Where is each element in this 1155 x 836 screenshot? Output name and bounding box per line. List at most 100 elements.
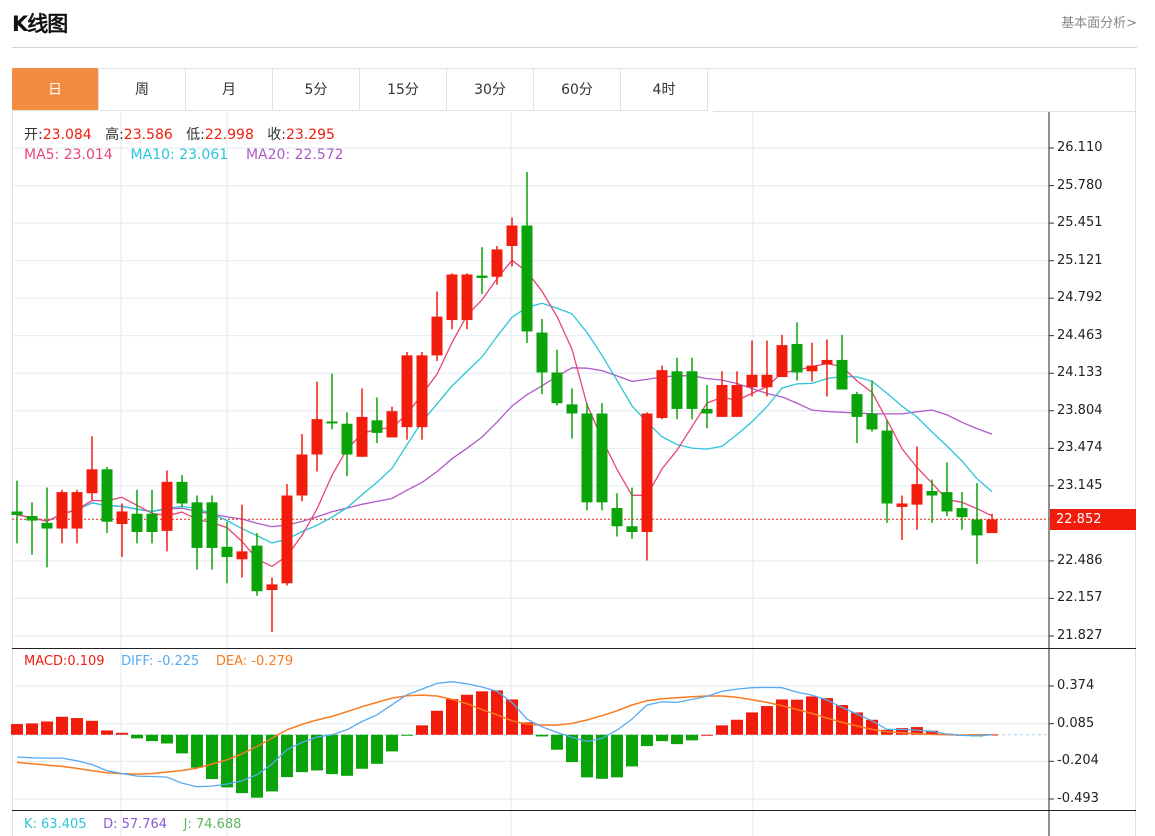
macd-bar xyxy=(701,734,713,736)
price-axis-label: 25.121 xyxy=(1057,252,1103,268)
macd-bar xyxy=(56,716,68,735)
tab-month[interactable]: 月 xyxy=(186,68,273,111)
candle-up xyxy=(911,484,923,505)
price-axis-label: 21.827 xyxy=(1057,628,1103,643)
macd-bar xyxy=(506,699,518,735)
macd-bar xyxy=(821,698,833,735)
macd-bar xyxy=(416,725,428,735)
candle-up xyxy=(266,584,278,591)
candle-up xyxy=(431,316,443,356)
diff-value: DIFF: -0.225 xyxy=(121,654,200,669)
macd-axis-label: 0.085 xyxy=(1057,715,1095,731)
candle-down xyxy=(851,394,863,417)
macd-bar xyxy=(371,734,383,764)
open-value: 23.084 xyxy=(42,127,92,143)
period-tabs: 日 周 月 5分 15分 30分 60分 4时 xyxy=(12,68,708,112)
fundamental-analysis-link[interactable]: 基本面分析> xyxy=(1061,16,1137,31)
macd-bar xyxy=(386,734,398,752)
candle-up xyxy=(806,365,818,372)
price-axis-label: 24.792 xyxy=(1057,290,1103,306)
candle-up xyxy=(311,419,323,455)
macd-bar xyxy=(536,734,548,737)
macd-bar xyxy=(206,734,218,780)
macd-bar xyxy=(41,721,53,735)
macd-bar xyxy=(551,734,563,750)
tab-day[interactable]: 日 xyxy=(12,68,99,111)
candle-down xyxy=(176,481,188,504)
candle-down xyxy=(341,423,353,455)
price-axis-label: 24.133 xyxy=(1057,365,1103,381)
candle-up xyxy=(401,355,413,428)
last-price-tag: 22.852 xyxy=(1050,509,1136,530)
candle-down xyxy=(866,413,878,430)
dea-line xyxy=(16,694,992,775)
low-label: 低: xyxy=(186,127,205,143)
macd-bar xyxy=(251,734,263,798)
macd-bar xyxy=(746,712,758,735)
macd-bar xyxy=(161,734,173,744)
high-label: 高: xyxy=(105,127,124,143)
candle-down xyxy=(566,404,578,414)
candle-down xyxy=(221,546,233,558)
candle-up xyxy=(716,384,728,417)
candle-up xyxy=(236,551,248,560)
candle-up xyxy=(296,454,308,496)
candle-down xyxy=(626,526,638,532)
candle-up xyxy=(641,413,653,532)
macd-bar xyxy=(476,691,488,735)
candle-up xyxy=(71,492,83,529)
tab-5min[interactable]: 5分 xyxy=(273,68,360,111)
tab-15min[interactable]: 15分 xyxy=(360,68,447,111)
candle-down xyxy=(686,371,698,409)
candle-down xyxy=(956,508,968,518)
candle-up xyxy=(356,416,368,457)
price-axis-label: 25.451 xyxy=(1057,215,1103,231)
ma5-value: MA5: 23.014 xyxy=(24,147,113,163)
macd-bar xyxy=(491,690,503,735)
ma-info: MA5: 23.014 MA10: 23.061 MA20: 22.572 xyxy=(24,147,344,163)
dea-value: DEA: -0.279 xyxy=(215,654,294,669)
macd-bar xyxy=(356,734,368,769)
tabs-divider xyxy=(713,111,1136,112)
candle-down xyxy=(521,225,533,332)
candle-up xyxy=(776,345,788,378)
page-title: K线图 xyxy=(12,12,68,36)
macd-axis-label: 0.374 xyxy=(1057,678,1095,693)
candle-down xyxy=(671,371,683,409)
macd-info: MACD:0.109 DIFF: -0.225 DEA: -0.279 xyxy=(24,654,293,669)
macd-bar xyxy=(926,730,938,735)
macd-bar xyxy=(341,734,353,776)
macd-bar xyxy=(401,734,413,736)
macd-bar xyxy=(221,734,233,788)
tab-4hour[interactable]: 4时 xyxy=(621,68,708,111)
candle-down xyxy=(26,516,38,521)
candle-down xyxy=(941,492,953,512)
macd-bar xyxy=(611,734,623,778)
chart-frame xyxy=(12,68,1136,836)
macd-bar xyxy=(851,712,863,735)
j-value: J: 74.688 xyxy=(183,817,242,832)
candle-up xyxy=(281,495,293,584)
macd-bar xyxy=(656,734,668,742)
macd-bar xyxy=(791,699,803,735)
macd-bar xyxy=(806,696,818,735)
candle-down xyxy=(611,508,623,527)
macd-bar xyxy=(761,706,773,735)
tab-30min[interactable]: 30分 xyxy=(447,68,534,111)
macd-bar xyxy=(86,720,98,735)
candle-up xyxy=(56,492,68,529)
macd-axis-label: -0.204 xyxy=(1057,753,1099,769)
kdj-info: K: 63.405 D: 57.764 J: 74.688 xyxy=(24,817,241,832)
tab-60min[interactable]: 60分 xyxy=(534,68,621,111)
price-axis-label: 23.474 xyxy=(1057,440,1103,456)
macd-bar xyxy=(176,734,188,754)
macd-bar xyxy=(731,719,743,735)
candle-down xyxy=(131,513,143,532)
macd-bar xyxy=(671,734,683,745)
macd-bar xyxy=(896,728,908,735)
candle-up xyxy=(986,519,998,534)
tab-week[interactable]: 周 xyxy=(99,68,186,111)
candle-down xyxy=(701,408,713,414)
price-axis-label: 22.486 xyxy=(1057,552,1103,568)
